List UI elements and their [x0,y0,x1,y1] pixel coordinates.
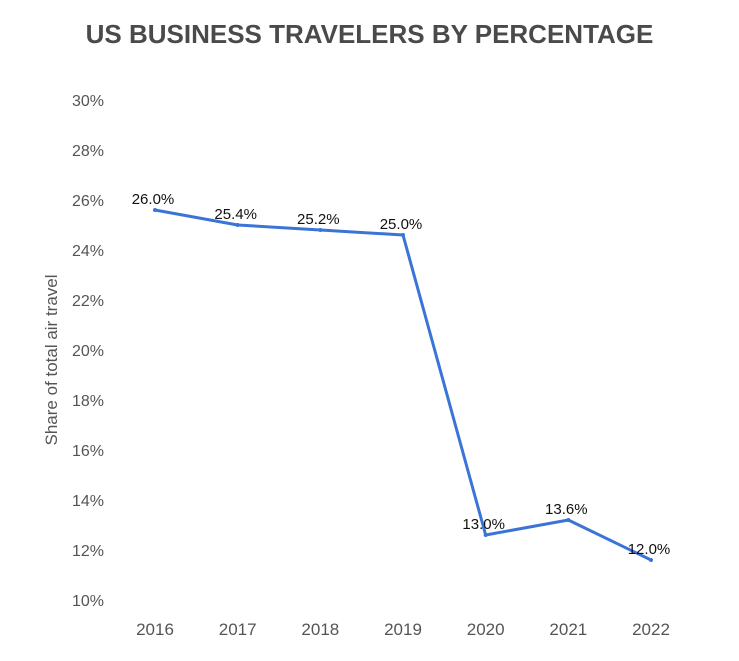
x-tick-label: 2017 [219,620,257,639]
y-tick-label: 26% [72,193,104,210]
y-tick-label: 20% [72,343,104,360]
y-tick-label: 10% [72,593,104,610]
x-tick-label: 2021 [549,620,587,639]
y-axis-title: Share of total air travel [42,274,61,445]
data-label: 13.6% [545,501,588,518]
y-tick-label: 18% [72,393,104,410]
y-tick-label: 30% [72,93,104,110]
data-labels-layer: 26.0% 25.4% 25.2% 25.0% 13.0% 13.6% 12.0% [132,191,671,558]
y-tick-label: 14% [72,493,104,510]
data-label: 25.0% [380,216,423,233]
data-point [649,558,653,562]
y-tick-label: 16% [72,443,104,460]
data-label: 25.4% [214,206,257,223]
data-point [153,208,157,212]
data-point [483,533,488,537]
x-tick-label: 2016 [136,620,174,639]
y-axis-ticks: 10% 12% 14% 16% 18% 20% 22% 24% 26% 28% 30% [72,93,104,610]
x-tick-label: 2020 [467,620,505,639]
data-point [318,228,323,232]
data-label: 25.2% [297,211,340,228]
y-tick-label: 12% [72,543,104,560]
x-tick-label: 2022 [632,620,670,639]
series-layer [153,208,653,562]
data-label: 26.0% [132,191,175,208]
data-label: 12.0% [628,541,671,558]
data-point [401,233,405,237]
data-point [566,518,571,522]
data-point [235,223,240,227]
x-tick-label: 2018 [301,620,339,639]
y-tick-label: 24% [72,243,104,260]
chart-title: US BUSINESS TRAVELERS BY PERCENTAGE [86,19,654,49]
x-tick-label: 2019 [384,620,422,639]
y-tick-label: 28% [72,143,104,160]
x-axis-ticks: 2016 2017 2018 2019 2020 2021 2022 [136,620,670,639]
y-tick-label: 22% [72,293,104,310]
data-label: 13.0% [462,516,505,533]
